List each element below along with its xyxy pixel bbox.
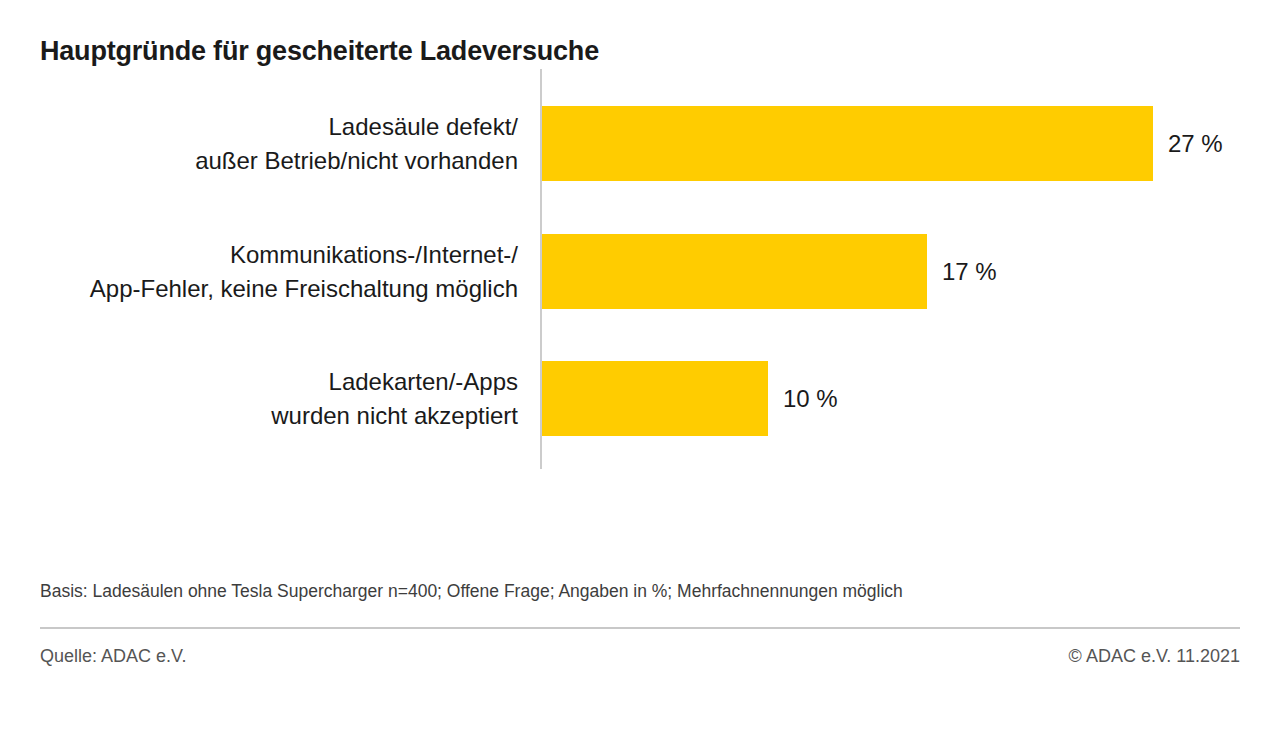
value-label: 27 %	[1168, 130, 1223, 158]
chart-row: Kommunikations-/Internet-/ App-Fehler, k…	[40, 234, 1240, 309]
footer-divider	[40, 627, 1240, 629]
value-label: 17 %	[942, 258, 997, 286]
category-label: Kommunikations-/Internet-/ App-Fehler, k…	[40, 238, 518, 306]
basis-footnote: Basis: Ladesäulen ohne Tesla Supercharge…	[40, 581, 1240, 602]
bar	[542, 106, 1153, 181]
chart-row: Ladesäule defekt/ außer Betrieb/nicht vo…	[40, 106, 1240, 181]
source-text: Quelle: ADAC e.V.	[40, 646, 186, 667]
footer: Quelle: ADAC e.V. © ADAC e.V. 11.2021	[40, 646, 1240, 667]
copyright-text: © ADAC e.V. 11.2021	[1069, 646, 1240, 667]
page: Hauptgründe für gescheiterte Ladeversuch…	[0, 0, 1280, 731]
value-label: 10 %	[783, 385, 838, 413]
bar	[542, 361, 768, 436]
bar-chart: Ladesäule defekt/ außer Betrieb/nicht vo…	[40, 69, 1240, 504]
chart-row: Ladekarten/-Apps wurden nicht akzeptiert…	[40, 361, 1240, 436]
bar	[542, 234, 927, 309]
category-label: Ladekarten/-Apps wurden nicht akzeptiert	[40, 365, 518, 433]
category-label: Ladesäule defekt/ außer Betrieb/nicht vo…	[40, 110, 518, 178]
page-title: Hauptgründe für gescheiterte Ladeversuch…	[40, 0, 1240, 67]
